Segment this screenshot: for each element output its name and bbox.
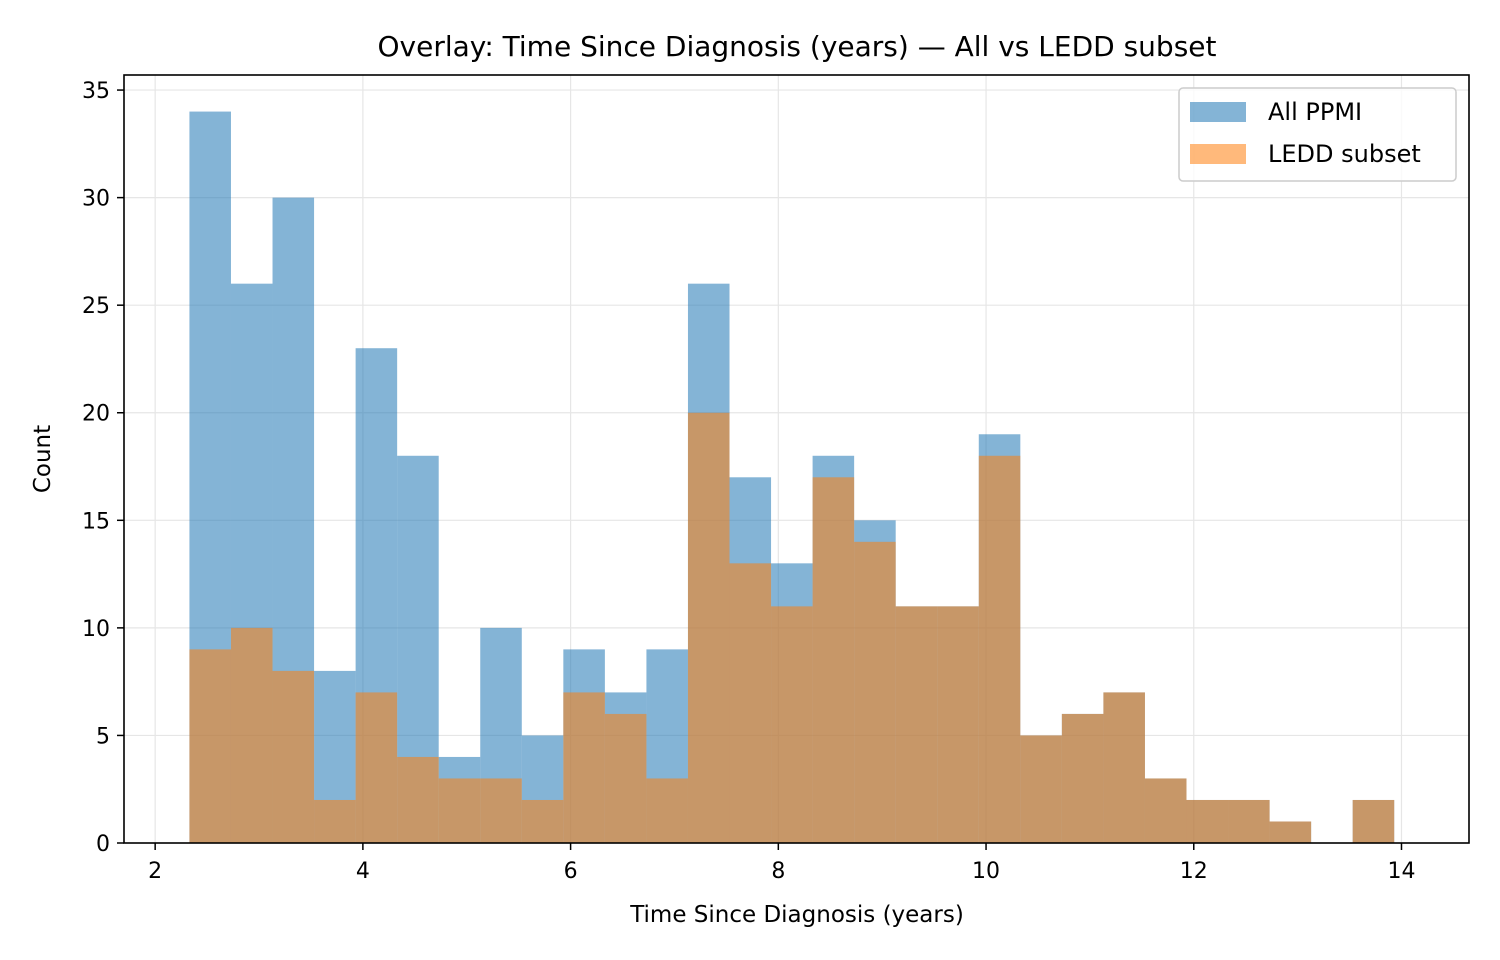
bar-ledd-subset — [355, 692, 398, 843]
legend-swatch-ledd-subset — [1190, 144, 1246, 164]
legend-swatch-all-ppmi — [1190, 102, 1246, 122]
bar-ledd-subset — [1352, 799, 1395, 843]
bar-ledd-subset — [1228, 799, 1270, 843]
bar-ledd-subset — [978, 455, 1021, 843]
chart-title: Overlay: Time Since Diagnosis (years) — … — [378, 30, 1217, 63]
bar-ledd-subset — [1020, 735, 1062, 843]
bar-ledd-subset — [230, 627, 273, 843]
legend: All PPMI LEDD subset — [1178, 87, 1457, 182]
bar-ledd-subset — [438, 778, 481, 843]
bar-ledd-subset — [189, 649, 231, 843]
bar-ledd-subset — [1269, 821, 1312, 843]
y-tick-label: 20 — [82, 402, 110, 427]
x-axis: 2 4 6 8 10 12 14 — [148, 843, 1415, 884]
bar-ledd-subset — [646, 778, 688, 843]
bar-ledd-subset — [895, 606, 938, 843]
y-tick-label: 30 — [82, 187, 110, 212]
x-tick-label: 6 — [564, 859, 578, 884]
y-axis-label: Count — [30, 425, 56, 493]
x-tick-label: 2 — [148, 859, 162, 884]
y-tick-label: 5 — [96, 724, 110, 749]
y-tick-label: 25 — [82, 294, 110, 319]
bar-ledd-subset — [314, 799, 356, 843]
x-tick-label: 10 — [972, 859, 1000, 884]
bar-ledd-subset — [854, 541, 896, 843]
bar-ledd-subset — [563, 692, 605, 843]
legend-label-ledd-subset: LEDD subset — [1268, 140, 1421, 168]
bar-ledd-subset — [1186, 799, 1229, 843]
x-tick-label: 8 — [771, 859, 785, 884]
legend-box — [1178, 87, 1457, 182]
y-tick-label: 15 — [82, 509, 110, 534]
bar-ledd-subset — [1103, 692, 1145, 843]
bar-ledd-subset — [272, 670, 315, 843]
bar-ledd-subset — [771, 606, 813, 843]
bar-ledd-subset — [937, 606, 979, 843]
y-tick-label: 0 — [96, 832, 110, 857]
x-tick-label: 4 — [356, 859, 370, 884]
bar-ledd-subset — [687, 412, 730, 843]
bar-ledd-subset — [729, 563, 772, 843]
plot-frame — [123, 74, 1470, 844]
bar-ledd-subset — [1144, 778, 1187, 843]
y-tick-label: 35 — [82, 79, 110, 104]
x-tick-label: 12 — [1180, 859, 1208, 884]
bar-ledd-subset — [397, 756, 439, 843]
bar-ledd-subset — [812, 477, 855, 843]
bar-ledd-subset — [604, 713, 647, 843]
legend-label-all-ppmi: All PPMI — [1268, 98, 1362, 126]
series-ledd-subset — [189, 412, 1395, 843]
bar-ledd-subset — [521, 799, 564, 843]
y-tick-label: 10 — [82, 617, 110, 642]
bar-ledd-subset — [1061, 713, 1104, 843]
x-tick-label: 14 — [1387, 859, 1415, 884]
y-axis: 0 5 10 15 20 25 30 35 — [82, 79, 124, 857]
bar-ledd-subset — [480, 778, 522, 843]
x-axis-label: Time Since Diagnosis (years) — [629, 902, 964, 928]
